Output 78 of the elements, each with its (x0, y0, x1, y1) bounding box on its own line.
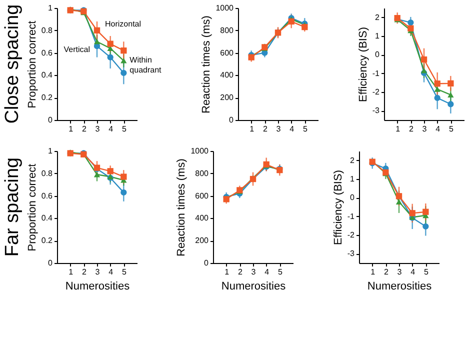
y-tick-label: 0.2 (41, 236, 54, 246)
x-tick-label: 1 (250, 124, 255, 134)
x-tick-label: 4 (436, 124, 441, 134)
text: Far spacing (2, 157, 23, 257)
series-label: Vertical (64, 45, 90, 54)
x-tick-label: 2 (384, 268, 389, 276)
series-label: Horizontal (105, 19, 142, 28)
x-tick-label: 3 (422, 124, 428, 134)
x-tick-label: 2 (262, 124, 268, 134)
y-axis-title: Reaction times (ms) (176, 158, 188, 256)
y-tick-label: 400 (220, 70, 234, 80)
y-tick-label: 800 (220, 26, 234, 35)
y-tick-label: 600 (220, 48, 234, 58)
y-tick-label: -2 (372, 88, 380, 96)
y-tick-label: 0 (204, 258, 210, 268)
y-tick-label: 0.6 (41, 48, 54, 58)
y-tick-label: 200 (220, 93, 234, 102)
y-tick-label: 800 (195, 168, 210, 178)
y-tick-label: 1000 (216, 4, 234, 12)
x-tick-label: 3 (95, 124, 100, 134)
y-tick-label: 200 (195, 236, 210, 246)
y-tick-label: 0 (375, 50, 380, 60)
x-tick-label: 3 (95, 268, 100, 276)
x-axis-title: Numerosities (65, 280, 130, 292)
x-tick-label: 5 (122, 268, 127, 276)
y-tick-label: 2 (375, 12, 380, 22)
x-tick-label: 5 (424, 268, 429, 276)
x-tick-label: 1 (68, 124, 74, 134)
y-axis-title: Proportion correct (26, 20, 38, 108)
y-axis-title: Efficiency (BIS) (357, 27, 370, 102)
y-tick-label: 0.8 (41, 26, 54, 35)
y-tick-label: -3 (347, 249, 356, 258)
x-tick-label: 2 (82, 268, 87, 276)
y-tick-label: -2 (347, 230, 356, 240)
x-tick-label: 3 (276, 124, 282, 134)
y-tick-label: 0.4 (41, 214, 54, 223)
y-tick-label: -1 (347, 212, 356, 221)
y-tick-label: 1000 (190, 146, 210, 156)
x-tick-label: 3 (251, 268, 256, 276)
y-tick-label: 1 (48, 146, 54, 156)
x-tick-label: 5 (122, 124, 127, 134)
x-axis-title: Numerosities (221, 280, 286, 292)
y-axis-title: Efficiency (BIS) (332, 170, 344, 245)
y-tick-label: 1 (350, 174, 356, 184)
text: Close spacing (2, 4, 23, 124)
x-tick-label: 5 (278, 268, 283, 276)
x-tick-label: 4 (290, 124, 295, 134)
x-tick-label: 4 (108, 124, 114, 134)
y-tick-label: 0.4 (41, 70, 54, 80)
y-tick-label: 0 (350, 193, 356, 202)
y-tick-label: 400 (195, 214, 210, 223)
x-tick-label: 4 (264, 268, 270, 276)
x-tick-label: 4 (410, 268, 416, 276)
y-tick-label: 0 (48, 116, 54, 124)
x-tick-label: 2 (82, 124, 87, 134)
x-tick-label: 4 (108, 268, 114, 276)
x-tick-label: 5 (302, 124, 308, 134)
y-tick-label: 1 (375, 32, 380, 40)
x-tick-label: 3 (397, 268, 402, 276)
y-axis-title: Reaction times (ms) (200, 16, 213, 114)
x-tick-label: 5 (448, 124, 454, 134)
y-tick-label: -1 (372, 68, 380, 78)
y-tick-label: 0.8 (41, 168, 54, 178)
y-tick-label: 600 (195, 191, 210, 200)
y-axis-title: Proportion correct (26, 164, 38, 252)
y-tick-label: 0.6 (41, 191, 54, 200)
x-tick-label: 2 (408, 124, 414, 134)
y-tick-label: -3 (372, 106, 380, 116)
y-tick-label: 2 (350, 156, 356, 165)
x-tick-label: 2 (238, 268, 243, 276)
series-label: Within quadrant (130, 56, 162, 75)
x-axis-title: Numerosities (367, 280, 432, 292)
y-tick-label: 0 (229, 116, 234, 124)
x-tick-label: 1 (396, 124, 401, 134)
y-tick-label: 0 (48, 258, 54, 268)
x-tick-label: 1 (68, 268, 74, 276)
y-tick-label: 1 (48, 4, 54, 12)
y-tick-label: 0.2 (41, 93, 54, 102)
